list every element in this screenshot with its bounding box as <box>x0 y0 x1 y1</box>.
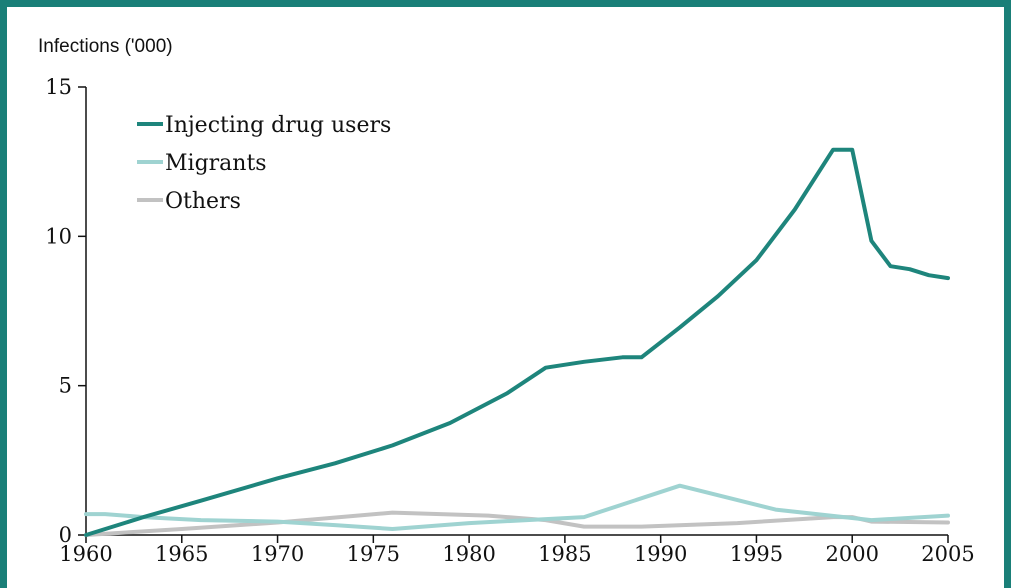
series-line-injecting-drug-users <box>84 147 950 537</box>
x-tick-label: 1970 <box>251 542 304 566</box>
y-tick-label: 15 <box>45 75 72 99</box>
x-tick-label: 2000 <box>825 542 878 566</box>
legend-label-injecting-drug-users: Injecting drug users <box>165 113 391 138</box>
series-lines <box>84 147 950 537</box>
series-line-migrants <box>84 483 950 531</box>
x-tick-label: 1990 <box>634 542 687 566</box>
x-tick-label: 1965 <box>155 542 208 566</box>
legend-label-others: Others <box>165 189 241 214</box>
legend-label-migrants: Migrants <box>165 151 267 176</box>
y-tick-label: 5 <box>59 374 72 398</box>
y-tick-label: 10 <box>45 224 72 248</box>
x-tick-label: 1975 <box>347 542 400 566</box>
y-tick-label: 0 <box>59 523 72 547</box>
x-tick-label: 1960 <box>59 542 112 566</box>
x-ticks: 1960 1965 1970 1975 1980 1985 1990 1995 2000 2005 <box>59 535 975 566</box>
x-tick-label: 2005 <box>921 542 974 566</box>
y-ticks: 0 5 10 15 <box>45 75 86 547</box>
y-axis-label: Infections ('000) <box>38 36 173 57</box>
x-tick-label: 1995 <box>730 542 783 566</box>
x-tick-label: 1980 <box>442 542 495 566</box>
x-tick-label: 1985 <box>538 542 591 566</box>
legend: Injecting drug users Migrants Others <box>137 113 391 214</box>
